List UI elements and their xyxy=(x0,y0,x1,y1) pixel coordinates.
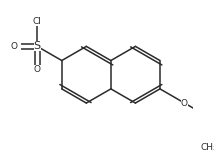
Text: O: O xyxy=(10,42,18,51)
Text: CH₃: CH₃ xyxy=(201,143,214,152)
Text: Cl: Cl xyxy=(33,17,42,26)
Text: O: O xyxy=(34,65,41,74)
Text: S: S xyxy=(34,41,41,51)
Text: O: O xyxy=(181,98,188,108)
